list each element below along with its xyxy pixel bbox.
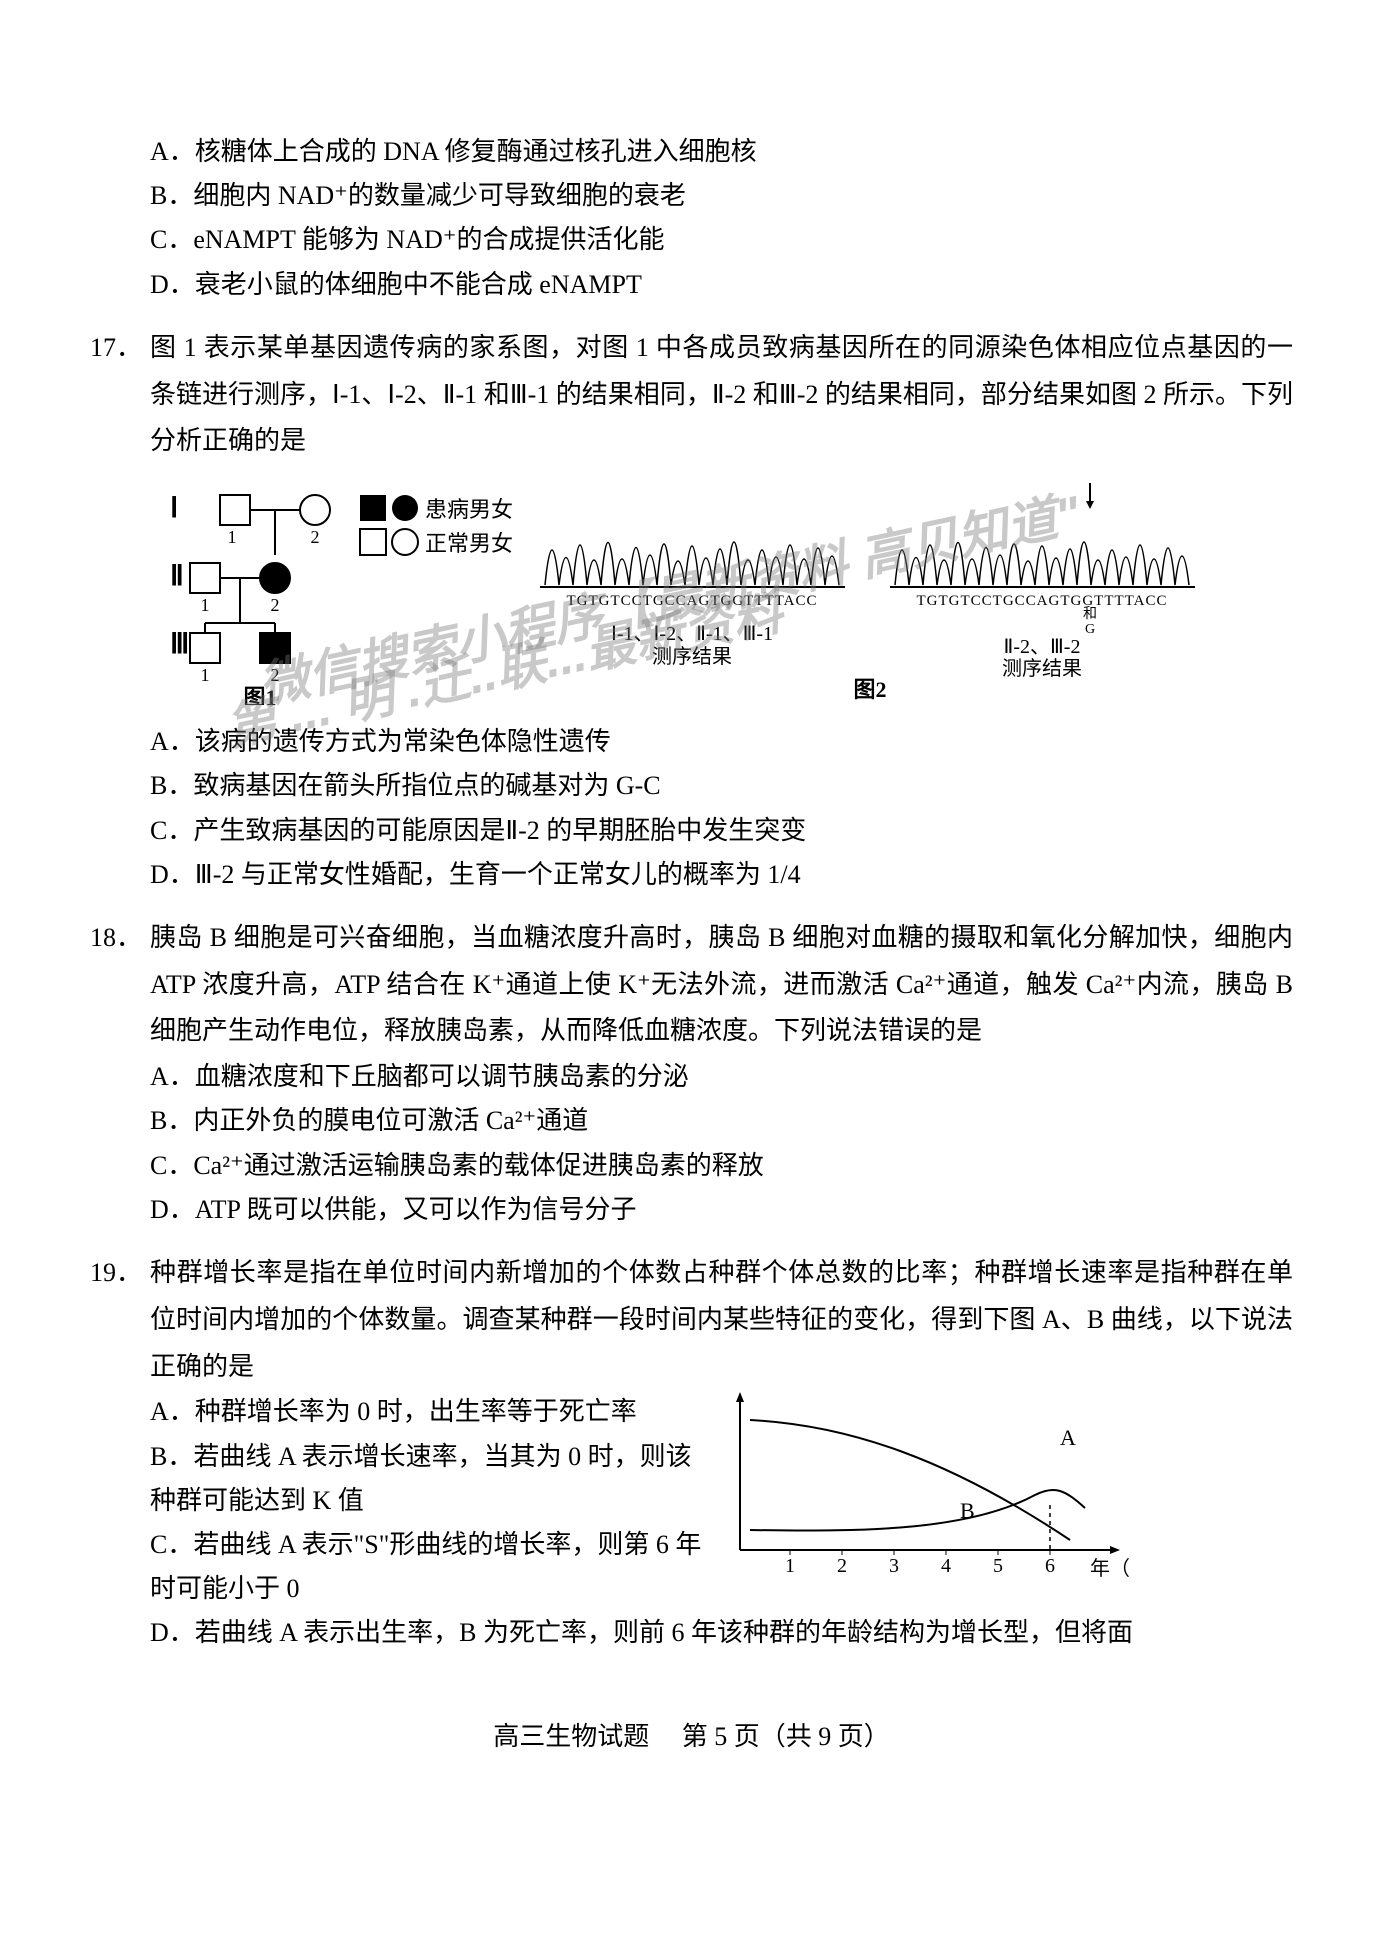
- q19-chart: A B 1 2 3 4 5 6: [710, 1390, 1293, 1595]
- curve-A-label: A: [1060, 1425, 1076, 1450]
- seq-right-cap2: 测序结果: [1002, 657, 1082, 680]
- curve-A: [750, 1420, 1070, 1540]
- q17-option-c: C．产生致病基因的可能原因是Ⅱ-2 的早期胚胎中发生突变: [150, 809, 1293, 853]
- q19-body: 种群增长率是指在单位时间内新增加的个体数占种群个体总数的比率；种群增长速率是指种…: [150, 1250, 1293, 1390]
- seq-peaks-left: [545, 542, 839, 585]
- pedigree-I1-num: 1: [228, 527, 237, 547]
- seq-left-cap1: Ⅰ-1、Ⅰ-2、Ⅱ-1、Ⅲ-1: [611, 623, 773, 645]
- q18-option-a: A．血糖浓度和下丘脑都可以调节胰岛素的分泌: [150, 1055, 1293, 1099]
- q19-option-a: A．种群增长率为 0 时，出生率等于死亡率: [150, 1390, 710, 1434]
- pedigree-III1: [190, 633, 220, 663]
- seq-right-sub1: 和: [1083, 606, 1097, 622]
- fig2-label: 图2: [853, 677, 886, 702]
- q17-body: 图 1 表示某单基因遗传病的家系图，对图 1 中各成员致病基因所在的同源染色体相…: [150, 325, 1293, 465]
- svg-text:1: 1: [785, 1555, 795, 1577]
- seq-right-sub2: G: [1085, 622, 1095, 637]
- q16-option-c: C．eNAMPT 能够为 NAD⁺的合成提供活化能: [150, 218, 1293, 262]
- q17-option-a: A．该病的遗传方式为常染色体隐性遗传: [150, 720, 1293, 764]
- pedigree-II2-num: 2: [271, 595, 280, 615]
- legend-normal-male: [360, 529, 386, 555]
- q16-option-b: B．细胞内 NAD⁺的数量减少可导致细胞的衰老: [150, 174, 1293, 218]
- seq-right-cap1: Ⅱ-2、Ⅲ-2: [1004, 636, 1081, 658]
- q18-option-c: C．Ca²⁺通过激活运输胰岛素的载体促进胰岛素的释放: [150, 1144, 1293, 1188]
- pedigree-III2: [260, 633, 290, 663]
- legend-affected-text: 患病男女: [425, 497, 513, 522]
- q17-number: 17．: [90, 325, 150, 465]
- q18-option-d: D．ATP 既可以供能，又可以作为信号分子: [150, 1188, 1293, 1232]
- q17-stem: 17． 图 1 表示某单基因遗传病的家系图，对图 1 中各成员致病基因所在的同源…: [90, 325, 1293, 465]
- footer-right: 第 5 页（共 9 页）: [682, 1722, 890, 1751]
- x-axis-label: 年（t）: [1090, 1557, 1130, 1580]
- q17-option-d: D．Ⅲ-2 与正常女性婚配，生育一个正常女儿的概率为 1/4: [150, 853, 1293, 897]
- fig1-label: 图1: [243, 685, 276, 705]
- svg-text:6: 6: [1045, 1555, 1055, 1577]
- svg-text:5: 5: [993, 1555, 1003, 1577]
- q19-option-d: D．若曲线 A 表示出生率，B 为死亡率，则前 6 年该种群的年龄结构为增长型，…: [150, 1611, 1293, 1655]
- curve-B-label: B: [960, 1498, 975, 1523]
- seq-left-text: TGTGTCCTGCCAGTGGTTTTACC: [567, 593, 818, 609]
- legend-affected-male: [360, 495, 386, 521]
- q17-svg: Ⅰ 1 2 Ⅱ 1 2 Ⅲ: [150, 475, 1250, 705]
- q17-figure: Ⅰ 1 2 Ⅱ 1 2 Ⅲ: [150, 475, 1293, 710]
- svg-text:2: 2: [837, 1555, 847, 1577]
- q19-option-c: C．若曲线 A 表示"S"形曲线的增长率，则第 6 年时可能小于 0: [150, 1523, 710, 1611]
- pedigree-II1-num: 1: [201, 595, 210, 615]
- page-footer: 高三生物试题 第 5 页（共 9 页）: [90, 1716, 1293, 1753]
- q19-option-b: B．若曲线 A 表示增长速率，当其为 0 时，则该种群可能达到 K 值: [150, 1435, 710, 1523]
- pedigree-II1: [190, 563, 220, 593]
- svg-text:4: 4: [941, 1555, 951, 1577]
- pedigree-I2-num: 2: [311, 527, 320, 547]
- q18-body: 胰岛 B 细胞是可兴奋细胞，当血糖浓度升高时，胰岛 B 细胞对血糖的摄取和氧化分…: [150, 915, 1293, 1055]
- legend-normal-text: 正常男女: [425, 531, 513, 556]
- q16-option-d: D．衰老小鼠的体细胞中不能合成 eNAMPT: [150, 263, 1293, 307]
- q19-stem: 19． 种群增长率是指在单位时间内新增加的个体数占种群个体总数的比率；种群增长速…: [90, 1250, 1293, 1390]
- q18-option-b: B．内正外负的膜电位可激活 Ca²⁺通道: [150, 1099, 1293, 1143]
- footer-left: 高三生物试题: [493, 1722, 649, 1751]
- gen-III-label: Ⅲ: [170, 629, 189, 660]
- svg-text:3: 3: [889, 1555, 899, 1577]
- q19-number: 19．: [90, 1250, 150, 1390]
- seq-left-cap2: 测序结果: [652, 645, 732, 668]
- pedigree-I1: [220, 495, 250, 525]
- x-ticks: 1 2 3 4 5 6: [785, 1550, 1055, 1577]
- pedigree-III2-num: 2: [271, 665, 280, 685]
- q18-number: 18．: [90, 915, 150, 1055]
- q17-option-b: B．致病基因在箭头所指位点的碱基对为 G-C: [150, 764, 1293, 808]
- legend-normal-female: [392, 529, 418, 555]
- pedigree-II2: [260, 563, 290, 593]
- curve-B: [750, 1490, 1085, 1531]
- gen-I-label: Ⅰ: [170, 493, 178, 524]
- seq-right-text: TGTGTCCTGCCAGTGGTTTTACC: [917, 593, 1168, 609]
- pedigree-III1-num: 1: [201, 665, 210, 685]
- seq-peaks-right: [895, 542, 1189, 585]
- gen-II-label: Ⅱ: [170, 561, 184, 592]
- q16-option-a: A．核糖体上合成的 DNA 修复酶通过核孔进入细胞核: [150, 130, 1293, 174]
- legend-affected-female: [392, 495, 418, 521]
- q18-stem: 18． 胰岛 B 细胞是可兴奋细胞，当血糖浓度升高时，胰岛 B 细胞对血糖的摄取…: [90, 915, 1293, 1055]
- pedigree-I2: [300, 495, 330, 525]
